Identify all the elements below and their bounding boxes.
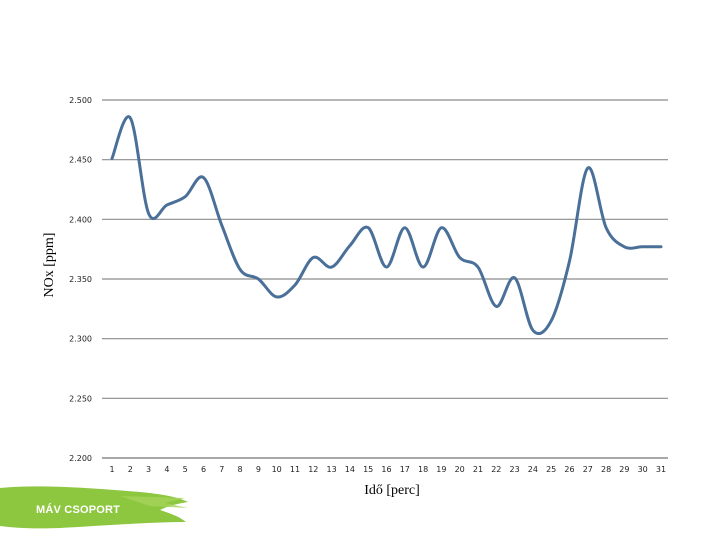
x-tick-label: 22 <box>491 465 501 474</box>
nox-series-line <box>110 115 663 335</box>
y-tick-label: 2.400 <box>69 215 92 224</box>
y-tick-label: 2.350 <box>69 275 92 284</box>
x-tick-label: 5 <box>183 465 188 474</box>
x-tick-label: 7 <box>219 465 224 474</box>
x-tick-label: 24 <box>528 465 538 474</box>
x-tick-label: 1 <box>109 465 114 474</box>
logo-text: MÁV CSOPORT <box>36 504 121 516</box>
mav-logo <box>0 486 188 529</box>
y-axis-title: NOx [ppm] <box>42 233 57 298</box>
x-tick-label: 2 <box>128 465 133 474</box>
x-tick-label: 18 <box>418 465 428 474</box>
x-tick-label: 21 <box>473 465 483 474</box>
y-tick-label: 2.450 <box>69 156 92 165</box>
x-tick-label: 19 <box>436 465 446 474</box>
x-tick-label: 28 <box>601 465 611 474</box>
logo-brush-streak <box>120 496 188 508</box>
x-tick-label: 4 <box>164 465 169 474</box>
y-tick-label: 2.250 <box>69 394 92 403</box>
y-tick-labels: 2.500 2.450 2.400 2.350 2.300 2.250 2.200 <box>69 96 92 463</box>
x-tick-label: 17 <box>400 465 410 474</box>
x-tick-label: 15 <box>363 465 373 474</box>
y-tick-label: 2.500 <box>69 96 92 105</box>
x-axis-title: Idő [perc] <box>364 483 420 498</box>
x-tick-label: 26 <box>564 465 574 474</box>
x-tick-label: 6 <box>201 465 206 474</box>
x-tick-label: 23 <box>510 465 520 474</box>
x-tick-label: 31 <box>656 465 666 474</box>
x-tick-label: 13 <box>327 465 337 474</box>
x-tick-label: 25 <box>546 465 556 474</box>
x-tick-label: 20 <box>455 465 465 474</box>
gridlines <box>102 99 668 459</box>
x-tick-label: 11 <box>290 465 300 474</box>
x-tick-labels: 1 2 3 4 5 6 7 8 9 10 11 12 13 14 15 16 17 18 19 20 21 22 23 24 2… <box>109 465 666 474</box>
x-tick-label: 3 <box>146 465 151 474</box>
y-tick-label: 2.300 <box>69 335 92 344</box>
x-tick-label: 12 <box>308 465 318 474</box>
x-tick-label: 9 <box>256 465 261 474</box>
x-tick-label: 10 <box>272 465 282 474</box>
y-tick-label: 2.200 <box>69 454 92 463</box>
x-tick-label: 16 <box>381 465 391 474</box>
x-tick-label: 8 <box>238 465 243 474</box>
x-tick-label: 30 <box>638 465 648 474</box>
x-tick-label: 14 <box>345 465 355 474</box>
x-tick-label: 27 <box>583 465 593 474</box>
x-tick-label: 29 <box>619 465 629 474</box>
